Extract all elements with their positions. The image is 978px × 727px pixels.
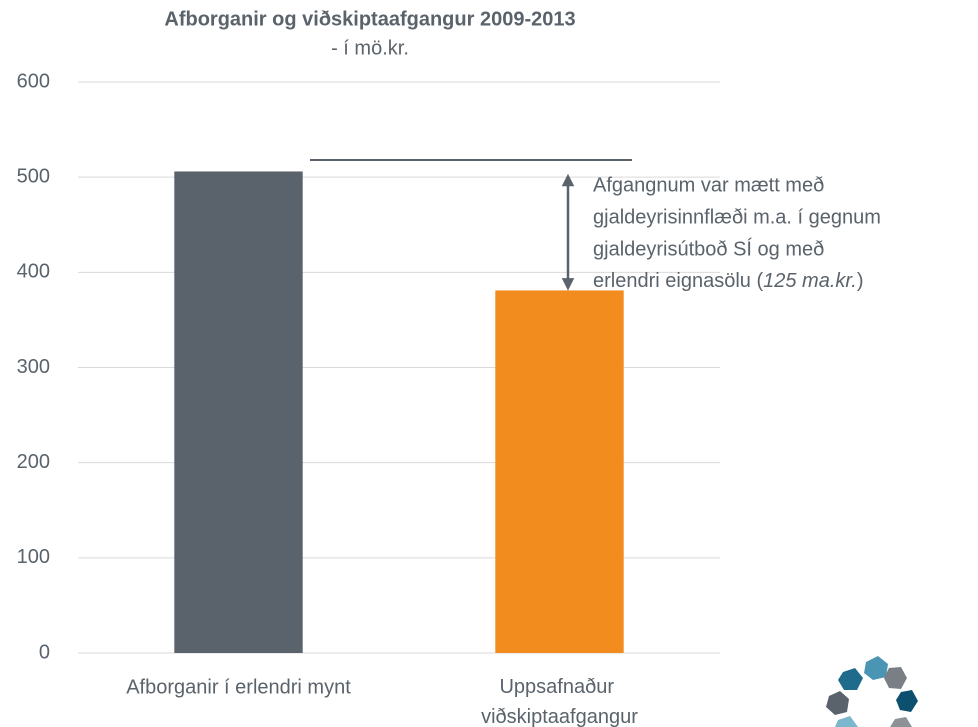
logo <box>826 656 918 727</box>
bar <box>174 171 303 653</box>
y-tick-label: 200 <box>17 451 50 473</box>
y-tick-label: 0 <box>39 641 50 663</box>
annotation-line: gjaldeyrisútboð SÍ og með <box>593 237 824 260</box>
y-tick-label: 500 <box>17 165 50 187</box>
chart-title: Afborganir og viðskiptaafgangur 2009-201… <box>164 8 575 30</box>
chart-subtitle: - í mö.kr. <box>331 37 409 59</box>
annotation-line: gjaldeyrisinnflæði m.a. í gegnum <box>593 206 881 228</box>
bar <box>495 290 624 653</box>
annotation-part: erlendri eignasölu ( <box>593 270 763 292</box>
x-tick-label: Afborganir í erlendri mynt <box>126 676 351 698</box>
x-tick-label: Uppsafnaður viðskiptaafgangur <box>481 676 638 727</box>
y-tick-label: 400 <box>17 261 50 283</box>
annotation-line: erlendri eignasölu (125 ma.kr.) <box>593 270 864 292</box>
y-tick-label: 300 <box>17 356 50 378</box>
annotation-line: Afgangnum var mætt með <box>593 174 824 196</box>
y-tick-label: 100 <box>17 546 50 568</box>
y-tick-label: 600 <box>17 70 50 92</box>
annotation-part: 125 ma.kr. <box>763 270 857 292</box>
annotation-part: ) <box>857 270 864 292</box>
